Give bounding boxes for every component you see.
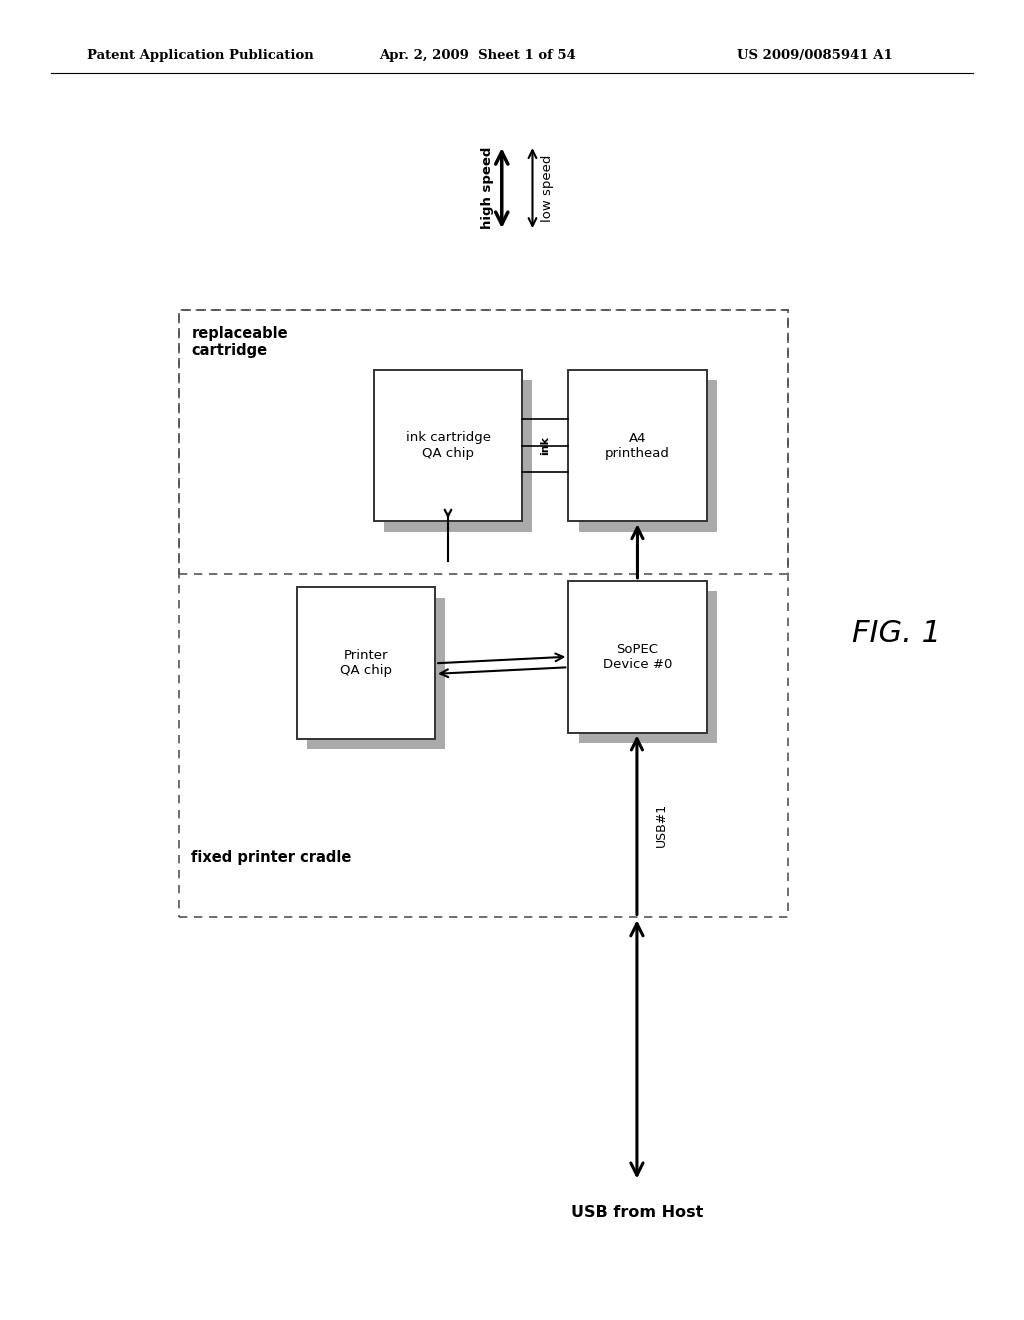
Text: ink cartridge
QA chip: ink cartridge QA chip: [406, 432, 490, 459]
Text: ink: ink: [541, 436, 550, 455]
Text: SoPEC
Device #0: SoPEC Device #0: [603, 643, 672, 671]
Text: low speed: low speed: [541, 154, 554, 222]
Text: high speed: high speed: [480, 147, 494, 230]
Text: A4
printhead: A4 printhead: [605, 432, 670, 459]
Text: Patent Application Publication: Patent Application Publication: [87, 49, 313, 62]
Text: Printer
QA chip: Printer QA chip: [340, 649, 392, 677]
Bar: [568, 370, 707, 521]
Text: fixed printer cradle: fixed printer cradle: [191, 850, 352, 865]
Bar: [568, 581, 707, 733]
Bar: [374, 370, 522, 521]
Bar: [579, 591, 717, 743]
Text: replaceable
cartridge: replaceable cartridge: [191, 326, 288, 359]
Bar: [384, 380, 532, 532]
Text: US 2009/0085941 A1: US 2009/0085941 A1: [737, 49, 893, 62]
Text: USB from Host: USB from Host: [570, 1205, 703, 1220]
Text: USB#1: USB#1: [655, 803, 669, 847]
Bar: [307, 598, 445, 750]
Bar: [579, 380, 717, 532]
Text: FIG. 1: FIG. 1: [852, 619, 940, 648]
Text: Apr. 2, 2009  Sheet 1 of 54: Apr. 2, 2009 Sheet 1 of 54: [379, 49, 575, 62]
Bar: [297, 587, 435, 739]
Bar: [179, 310, 788, 574]
Bar: [179, 310, 788, 917]
